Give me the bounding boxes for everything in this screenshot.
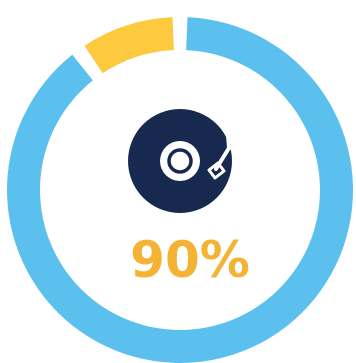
- turntable-icon: [128, 94, 234, 213]
- donut-slice-2: [84, 17, 174, 74]
- percentage-label: 90%: [130, 231, 250, 289]
- donut-slices: [6, 17, 353, 363]
